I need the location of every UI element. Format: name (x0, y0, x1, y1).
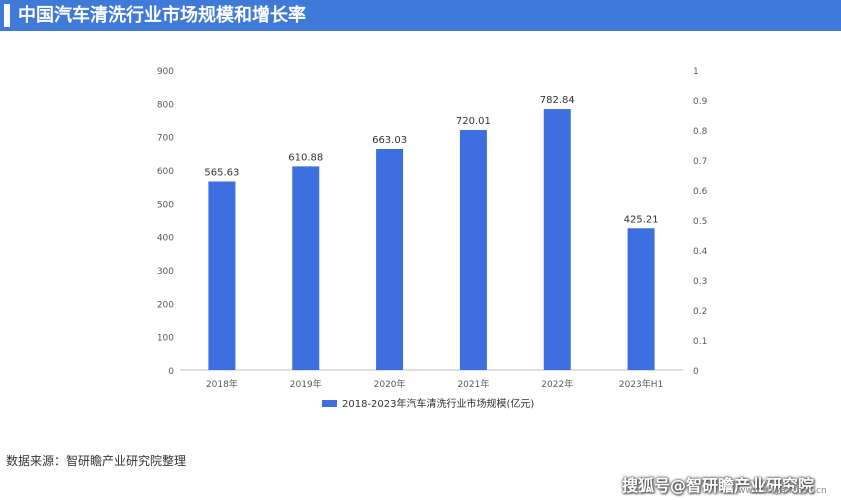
x-tick-label: 2020年 (374, 378, 406, 390)
data-label: 782.84 (540, 95, 575, 106)
data-label: 610.88 (288, 152, 323, 163)
y2-tick-label: 0.3 (693, 277, 707, 287)
y-tick-label: 100 (157, 334, 174, 344)
y-tick-label: 800 (157, 100, 174, 110)
y-tick-label: 300 (157, 267, 174, 277)
legend-swatch (322, 400, 337, 407)
y-tick-label: 400 (157, 234, 174, 244)
y2-tick-label: 0.7 (693, 157, 707, 167)
y-tick-label: 0 (168, 367, 174, 377)
x-tick-label: 2023年H1 (619, 378, 663, 390)
y-tick-label: 500 (157, 200, 174, 210)
bar (292, 166, 320, 370)
x-tick-label: 2021年 (457, 378, 489, 390)
y2-tick-label: 0.8 (693, 127, 708, 137)
bar (208, 181, 236, 370)
data-label: 720.01 (456, 116, 491, 127)
y-tick-label: 700 (157, 134, 174, 144)
data-label: 663.03 (372, 135, 407, 146)
y2-tick-label: 0.6 (693, 187, 708, 197)
y-tick-label: 200 (157, 300, 174, 310)
chart-title: 中国汽车清洗行业市场规模和增长率 (18, 5, 306, 26)
y-tick-label: 600 (157, 167, 174, 177)
x-tick-label: 2018年 (206, 378, 238, 390)
x-tick-label: 2019年 (290, 378, 322, 390)
bar (376, 148, 404, 370)
bar (459, 129, 487, 370)
y-tick-label: 900 (157, 67, 174, 77)
title-accent-bar (4, 4, 10, 27)
y2-tick-label: 0.2 (693, 307, 707, 317)
legend-label: 2018-2023年汽车清洗行业市场规模(亿元) (342, 397, 534, 410)
bar (627, 228, 655, 370)
x-tick-label: 2022年 (541, 378, 573, 390)
y2-tick-label: 0.9 (693, 97, 708, 107)
source-note: 数据来源：智研瞻产业研究院整理 (6, 454, 187, 468)
data-label: 565.63 (204, 167, 239, 178)
watermark-url: www.zhiyanzhan.cn (738, 486, 827, 496)
data-label: 425.21 (624, 214, 659, 225)
y2-tick-label: 0.5 (693, 217, 707, 227)
y2-tick-label: 0.4 (693, 247, 708, 257)
watermark-text: 搜狐号@智研瞻产业研究院 (622, 476, 815, 495)
bar (543, 109, 571, 370)
title-bar: 中国汽车清洗行业市场规模和增长率 (0, 0, 841, 31)
y2-tick-label: 1 (693, 67, 699, 77)
y2-tick-label: 0.1 (693, 337, 707, 347)
y2-tick-label: 0 (693, 367, 699, 377)
bar-chart: 0 100 200 300 400 500 600 700 800 900 0 0.1 0.2 0.3 0.… (157, 67, 708, 410)
